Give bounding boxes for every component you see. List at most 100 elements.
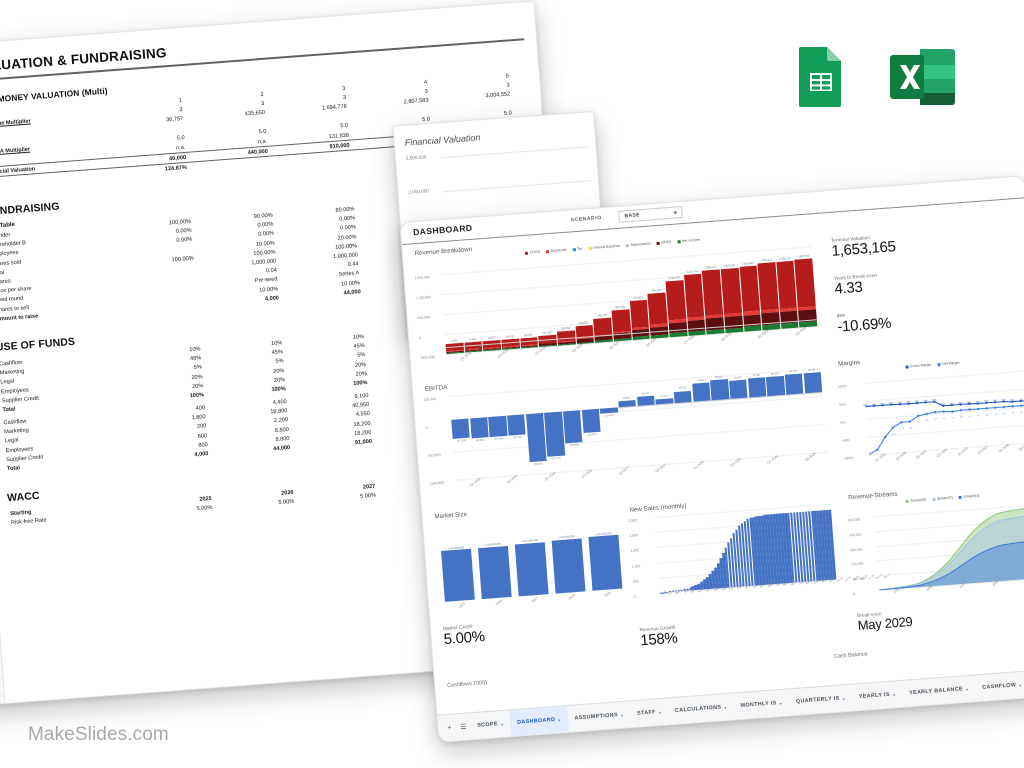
chevron-down-icon[interactable]: ▾ — [965, 686, 969, 692]
legend-swatch — [905, 499, 909, 503]
chevron-down-icon[interactable]: ▾ — [892, 691, 896, 698]
sheet-tab-staff[interactable]: STAFF ▾ — [629, 698, 669, 727]
bar[interactable]: 1,482,762 — [794, 255, 818, 328]
data-point — [942, 410, 945, 413]
bar[interactable]: 1,141,500,000 — [514, 529, 549, 597]
data-point — [1019, 404, 1023, 407]
legend-swatch — [905, 364, 909, 369]
bar-rect — [673, 390, 692, 403]
y-tick-label: 100,000 — [852, 576, 865, 582]
margins-panel[interactable]: Margins Gross Margin Net Margin 100% 50% 0%… — [836, 346, 1024, 478]
new-sales-panel[interactable]: New Sales (monthly) 2,500 2,000 1,500 1,000… — [627, 492, 890, 625]
sheet-tab-assumptions[interactable]: ASSUMPTIONS ▾ — [567, 701, 632, 732]
chevron-down-icon[interactable]: ▾ — [779, 700, 783, 706]
bar[interactable]: 1,220,400,000 — [551, 527, 586, 594]
sheet-tab-monthly-is[interactable]: MONTHLY IS ▾ — [733, 689, 790, 719]
bar-value-label: 29,636 — [505, 334, 515, 339]
bar-segment — [683, 273, 705, 318]
series-area — [879, 514, 1024, 591]
bar-rect — [691, 382, 711, 402]
bar-value-label: 13,525 — [487, 336, 496, 340]
bar-value-label: (37,193) — [456, 438, 466, 443]
bar-rect — [525, 412, 547, 463]
data-point — [976, 402, 979, 405]
legend-swatch — [588, 246, 592, 250]
sheet-tab-yearly-balance[interactable]: YEARLY BALANCE ▾ — [901, 675, 976, 706]
sheet-tab-calculations[interactable]: CALCULATIONS ▾ — [667, 694, 734, 725]
dashboard-content: Revenue Breakdown COGS Dividends Tax Intere… — [402, 200, 1024, 716]
chart-title: Financial Valuation — [404, 132, 481, 148]
chevron-down-icon[interactable]: ▾ — [842, 695, 846, 701]
bar-segment — [776, 260, 798, 309]
bar[interactable]: 440,728 — [593, 314, 613, 343]
legend-item: OPEX — [656, 240, 672, 245]
sheet-tab-yearly-is[interactable]: YEARLY IS ▾ — [851, 681, 903, 711]
series-line — [879, 539, 1024, 591]
ebitda-panel[interactable]: EBITDA 100,000 0 (50,000) (150,000) (37,193)… — [423, 356, 831, 506]
bar[interactable]: 1,569 — [445, 339, 464, 355]
series-area — [879, 506, 1024, 591]
bar-rect — [618, 400, 636, 407]
chevron-down-icon[interactable]: ▾ — [724, 704, 727, 710]
chevron-down-icon[interactable]: ▾ — [658, 709, 662, 715]
chevron-down-icon[interactable]: ▾ — [558, 717, 561, 723]
revenue-breakdown-panel[interactable]: Revenue Breakdown COGS Dividends Tax Intere… — [412, 220, 820, 378]
y-tick-label: 1,000 — [631, 563, 641, 569]
bar-segment — [665, 280, 686, 321]
bar-rect — [514, 541, 549, 597]
legend-label: Net Income — [681, 237, 701, 244]
legend-label: Depreciation — [630, 241, 652, 247]
bar-value-label: (45,447) — [587, 432, 597, 437]
years-to-break-even-kpi: Years to Break-even 4.33 — [834, 274, 879, 298]
bar-segment — [739, 265, 761, 313]
bar-rect — [803, 372, 823, 393]
legend-label: Dividends — [550, 247, 567, 253]
dashboard-window[interactable]: DASHBOARD SCENARIO BASE Revenue Breakdow… — [399, 175, 1024, 743]
legend-item: Stream(3) — [905, 498, 926, 504]
bar[interactable]: 13,525 — [482, 336, 502, 352]
tab-label: CASHFLOW — [982, 682, 1017, 691]
bar-rect — [544, 411, 565, 457]
chevron-down-icon[interactable]: ▾ — [500, 721, 504, 727]
revenue-streams-panel[interactable]: Revenue Streams Stream(3) Stream(2) Stream… — [846, 480, 1024, 612]
bar-value-label: 5,940 — [469, 337, 477, 342]
bar[interactable]: 1,091,200,000 — [440, 535, 475, 602]
scenario-select[interactable]: BASE — [618, 206, 683, 223]
bar[interactable]: 1,145,600,000 — [477, 532, 512, 600]
sheet-tab-cashflow[interactable]: CASHFLOW ▾ — [974, 671, 1024, 701]
break-even-kpi: Break-even May 2029 — [857, 610, 913, 633]
add-sheet-icon[interactable]: + — [447, 724, 452, 732]
data-point — [900, 421, 903, 424]
market-size-panel[interactable]: Market Size 1,091,200,000 1,145,600,000 1,… — [432, 499, 630, 628]
bar[interactable]: 60,661 — [519, 334, 539, 349]
all-sheets-menu-icon[interactable]: ☰ — [459, 723, 467, 732]
y-tick-label: 200,000 — [851, 561, 864, 567]
chevron-down-icon[interactable]: ▾ — [1018, 682, 1022, 688]
x-tick-label: Jan 29 — [845, 576, 852, 583]
bar-rect — [469, 416, 489, 439]
tab-label: STAFF — [636, 709, 657, 717]
bar-segment — [720, 267, 742, 314]
y-tick-label: -50% — [841, 438, 850, 443]
legend-swatch — [932, 497, 936, 501]
data-point — [993, 401, 997, 404]
sheet-tab-dashboard[interactable]: DASHBOARD ▾ — [509, 706, 569, 737]
y-tick: 2,000,000 — [408, 188, 429, 195]
bar[interactable]: 1,282,400,000 — [588, 524, 623, 591]
bar-value-label: 48,123 — [678, 386, 686, 391]
y-tick-label: (500,000) — [420, 354, 436, 361]
bar-segment — [757, 262, 779, 311]
data-point — [872, 404, 876, 408]
data-point — [891, 426, 895, 429]
bar-value-label: (87,027) — [551, 456, 561, 461]
legend-swatch — [626, 243, 630, 247]
sheet-tab-scope[interactable]: SCOPE ▾ — [469, 710, 511, 739]
bar-rect — [581, 408, 601, 433]
data-point — [950, 403, 954, 407]
chevron-down-icon[interactable]: ▾ — [620, 712, 624, 718]
data-point — [1002, 405, 1006, 409]
bar[interactable]: 778,529 — [629, 297, 650, 341]
sheet-tab-quarterly-is[interactable]: QUARTERLY IS ▾ — [788, 685, 853, 716]
bar-rect — [766, 375, 785, 396]
series-line — [865, 399, 1024, 408]
